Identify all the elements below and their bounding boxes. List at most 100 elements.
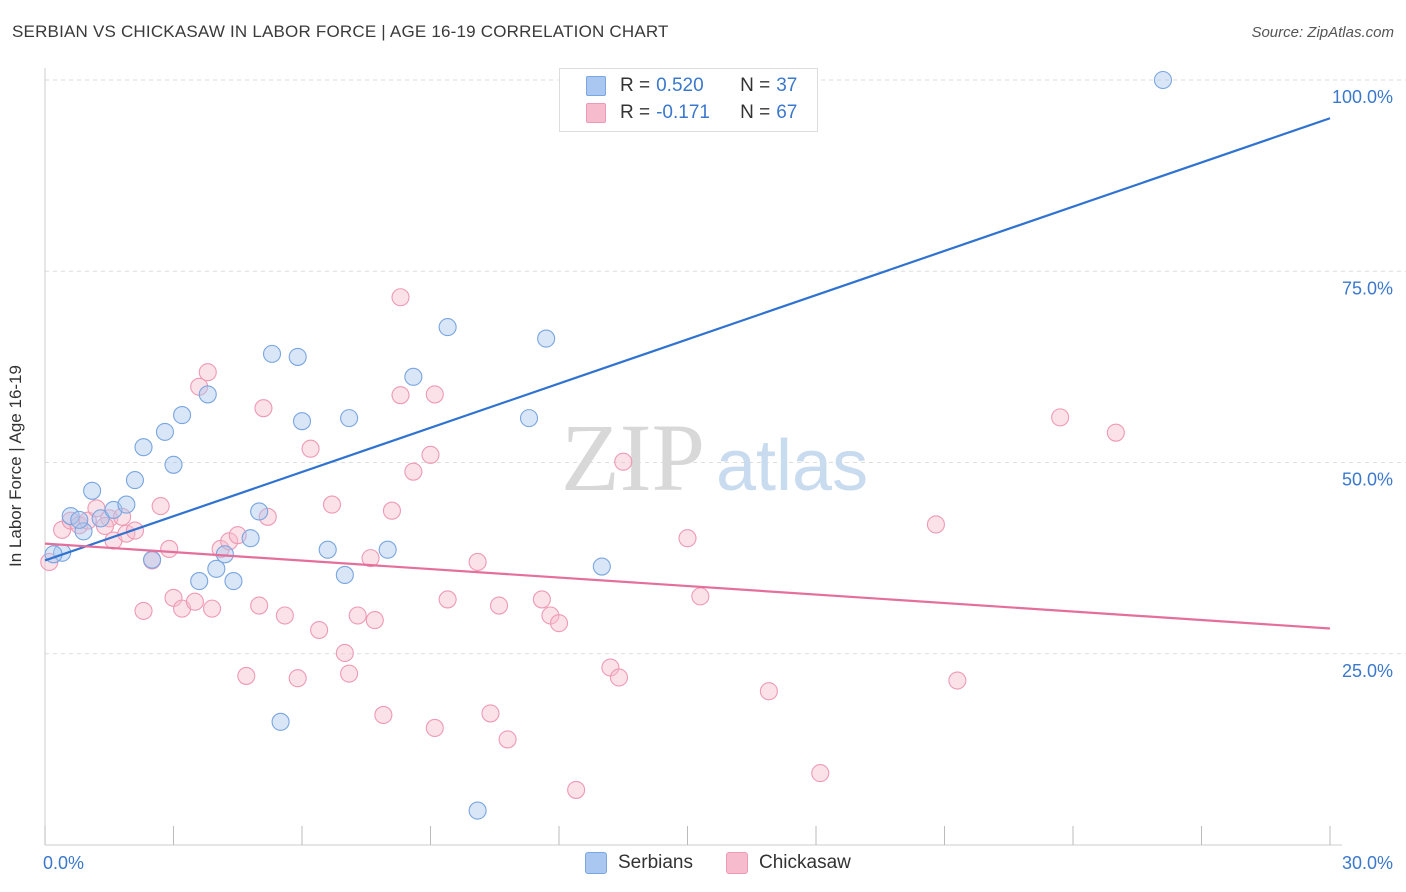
chart-title: SERBIAN VS CHICKASAW IN LABOR FORCE | AG… (12, 22, 669, 41)
serbians-point (117, 495, 136, 514)
chickasaw-point (1051, 408, 1070, 427)
chickasaw-point (250, 596, 269, 615)
chickasaw-point (489, 596, 509, 615)
chickasaw-point (301, 439, 320, 458)
chickasaw-point (759, 682, 778, 701)
chickasaw-point (382, 501, 402, 520)
chickasaw-point (198, 363, 217, 382)
chickasaw-point (425, 718, 444, 738)
chickasaw-point (614, 452, 633, 471)
chickasaw-r-label: R = (620, 102, 651, 123)
chickasaw-point (134, 601, 153, 620)
serbians-trend-line (44, 117, 1331, 562)
chickasaw-swatch (586, 103, 606, 123)
legend-row-serbians: R = 0.520 N = 37 (586, 74, 797, 98)
chickasaw-point (468, 552, 487, 572)
chickasaw-point (609, 668, 629, 687)
serbians-point (340, 409, 359, 428)
serbians-point (292, 412, 312, 431)
trend-lines (44, 117, 1331, 630)
serbians-point (404, 367, 423, 386)
serbians-point (224, 572, 243, 591)
chickasaw-legend-label: Chickasaw (759, 852, 851, 873)
chickasaw-point (532, 590, 551, 609)
chickasaw-r-value: -0.171 (656, 102, 710, 123)
legend-item-chickasaw[interactable]: Chickasaw (726, 852, 851, 874)
chickasaw-point (237, 666, 256, 685)
serbians-point (241, 529, 260, 548)
serbians-point (250, 502, 269, 521)
serbians-point (70, 510, 89, 529)
chickasaw-point (151, 497, 170, 516)
serbians-point (378, 540, 397, 559)
serbians-point (288, 347, 307, 366)
chickasaw-point (391, 288, 410, 307)
serbians-point (335, 565, 354, 585)
serbians-point (537, 329, 556, 348)
serbians-point (125, 471, 144, 490)
y-tick-label: 100.0% (1332, 87, 1393, 107)
watermark-atlas: atlas (716, 426, 868, 506)
chickasaw-point (425, 385, 444, 404)
chickasaw-point (391, 386, 410, 405)
chickasaw-point (322, 495, 342, 514)
serbians-n-value: 37 (776, 75, 798, 96)
serbians-point (155, 422, 174, 441)
serbians-r-value: 0.520 (656, 75, 704, 96)
axes (44, 68, 1342, 846)
chickasaw-point (361, 549, 380, 568)
y-axis-label: In Labor Force | Age 16-19 (6, 365, 25, 567)
serbians-point (83, 481, 102, 500)
watermark-zip: ZIP (561, 404, 705, 511)
serbians-point (438, 318, 457, 337)
x-tick-label: 30.0% (1342, 853, 1393, 873)
chickasaw-point (258, 507, 277, 526)
y-tick-label: 50.0% (1342, 470, 1393, 490)
chickasaw-point (567, 780, 586, 799)
chickasaw-point (926, 515, 945, 534)
source-label: Source: ZipAtlas.com (1251, 24, 1394, 41)
chickasaw-point (948, 671, 967, 690)
serbians-point (61, 506, 80, 526)
chickasaw-point (275, 606, 294, 625)
chickasaw-point (438, 590, 457, 609)
chickasaw-points (40, 288, 1125, 799)
chickasaw-point (481, 704, 500, 723)
serbians-point (1153, 70, 1172, 90)
serbians-point (143, 550, 162, 569)
serbians-n-label: N = (740, 75, 771, 96)
chickasaw-legend-swatch (726, 852, 748, 874)
serbians-point (198, 385, 217, 404)
serbians-points (44, 70, 1172, 820)
chickasaw-point (1106, 423, 1125, 442)
chickasaw-point (691, 587, 710, 606)
serbians-point (134, 438, 153, 457)
series-legend: Serbians Chickasaw (0, 852, 1406, 876)
chickasaw-point (185, 592, 204, 611)
chickasaw-point (310, 620, 329, 640)
y-tick-label: 25.0% (1342, 661, 1393, 681)
serbians-point (262, 344, 282, 363)
chickasaw-n-label: N = (740, 102, 771, 123)
x-tick-label: 0.0% (43, 853, 84, 873)
chickasaw-trend-line (44, 542, 1331, 630)
chickasaw-point (374, 705, 393, 725)
chickasaw-point (160, 539, 179, 558)
serbians-point (164, 455, 183, 474)
stats-legend: R = 0.520 N = 37 R = -0.171 N = 67 (559, 68, 818, 132)
serbians-point (74, 522, 93, 541)
serbians-point (592, 557, 611, 576)
chickasaw-point (254, 399, 273, 418)
gridlines (45, 79, 1406, 655)
chickasaw-point (678, 529, 697, 548)
y-tick-label: 75.0% (1342, 278, 1393, 298)
chickasaw-point (340, 664, 359, 683)
serbians-point (207, 559, 226, 578)
serbians-point (318, 540, 337, 559)
serbians-point (271, 712, 290, 731)
legend-item-serbians[interactable]: Serbians (585, 852, 693, 874)
serbians-point (91, 509, 110, 528)
chickasaw-point (549, 614, 569, 633)
serbians-point (468, 801, 487, 820)
